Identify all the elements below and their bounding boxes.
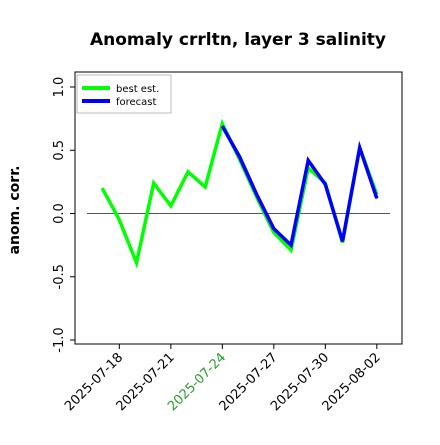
data-point-best-est bbox=[342, 242, 343, 244]
data-point-forecast bbox=[307, 159, 309, 161]
y-axis-label: anom. corr. bbox=[7, 166, 23, 255]
y-tick-label: 0.5 bbox=[52, 140, 67, 161]
y-tick-label: 0.0 bbox=[52, 203, 67, 224]
data-point-forecast bbox=[324, 183, 326, 185]
data-point-forecast bbox=[221, 125, 223, 127]
data-point-forecast bbox=[342, 240, 343, 242]
y-tick-label: 1.0 bbox=[52, 77, 67, 98]
data-point-best-est bbox=[170, 205, 172, 207]
y-tick-label: -0.5 bbox=[52, 264, 67, 289]
data-point-best-est bbox=[136, 262, 137, 264]
x-axis: 2025-07-182025-07-212025-07-242025-07-27… bbox=[62, 344, 384, 414]
data-point-forecast bbox=[239, 156, 240, 158]
legend: best est. forecast bbox=[76, 74, 172, 114]
data-point-forecast bbox=[256, 194, 258, 196]
series-line-best-est bbox=[100, 118, 379, 269]
data-point-best-est bbox=[187, 171, 189, 173]
legend-label-best-est: best est. bbox=[116, 84, 159, 95]
data-point-forecast bbox=[376, 197, 378, 199]
data-point-forecast bbox=[290, 244, 292, 246]
data-point-best-est bbox=[221, 123, 223, 125]
data-point-best-est bbox=[204, 186, 206, 188]
y-axis: 1.0 0.5 0.0 -0.5 -1.0 bbox=[52, 77, 75, 353]
y-tick-label: -1.0 bbox=[52, 327, 67, 352]
data-point-best-est bbox=[101, 187, 103, 189]
series-layer bbox=[100, 118, 379, 269]
data-point-forecast bbox=[359, 147, 361, 149]
data-point-forecast bbox=[273, 228, 275, 230]
plot-frame bbox=[74, 71, 403, 345]
series-line-forecast bbox=[220, 125, 379, 249]
chart-title: Anomaly crrltn, layer 3 salinity bbox=[90, 30, 386, 50]
data-point-best-est bbox=[118, 219, 120, 221]
legend-label-forecast: forecast bbox=[116, 97, 157, 108]
legend-box bbox=[76, 74, 172, 114]
data-point-best-est bbox=[290, 249, 292, 251]
data-point-best-est bbox=[153, 182, 155, 184]
data-point-best-est bbox=[273, 231, 275, 233]
